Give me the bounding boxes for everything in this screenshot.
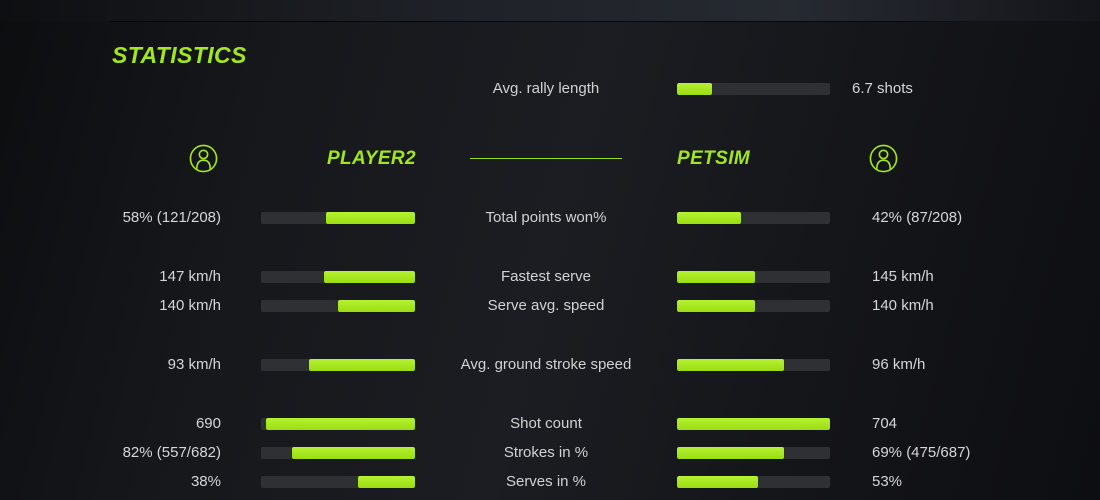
window-top-bar <box>0 0 1100 21</box>
stat-row-strokes-in: 82% (557/682) Strokes in % 69% (475/687) <box>0 438 1100 468</box>
right-player-value: 140 km/h <box>872 297 934 314</box>
left-player-bar-fill <box>265 418 415 430</box>
left-player-value: 38% <box>190 473 221 490</box>
right-player-value: 96 km/h <box>872 356 926 373</box>
stat-label: Fastest serve <box>500 268 592 285</box>
left-player-bar <box>261 476 415 488</box>
stat-row-serve-avg-speed: 140 km/h Serve avg. speed 140 km/h <box>0 291 1100 321</box>
right-player-bar <box>677 300 830 312</box>
player-avatar-icon <box>869 144 898 173</box>
left-player-bar <box>261 212 415 224</box>
page-title: STATISTICS <box>112 42 247 68</box>
left-player-bar <box>261 271 415 283</box>
rally-length-bar <box>677 83 830 95</box>
left-player-value: 82% (557/682) <box>122 444 221 461</box>
right-player-value: 69% (475/687) <box>872 444 971 461</box>
right-player-bar-fill <box>677 359 785 371</box>
stat-label: Strokes in % <box>503 444 589 461</box>
right-player-bar <box>677 212 830 224</box>
right-player-value: 42% (87/208) <box>872 209 963 226</box>
left-player-bar <box>261 447 415 459</box>
right-player-bar <box>677 271 830 283</box>
left-player-bar <box>261 418 415 430</box>
stat-label: Shot count <box>510 415 582 432</box>
right-player-value: 145 km/h <box>872 268 934 285</box>
left-player-bar <box>261 300 415 312</box>
left-player-bar-fill <box>338 300 415 312</box>
right-player-bar <box>677 447 830 459</box>
right-player-bar <box>677 476 830 488</box>
left-player-bar-fill <box>308 359 415 371</box>
right-player-value: 704 <box>872 415 898 432</box>
left-player-bar-fill <box>291 447 415 459</box>
stat-label: Serves in % <box>505 473 587 490</box>
top-divider-line <box>110 21 990 22</box>
right-player-bar <box>677 418 830 430</box>
right-player-bar-fill <box>677 212 742 224</box>
rally-length-row: Avg. rally length 6.7 shots <box>0 74 1100 104</box>
left-player-value: 140 km/h <box>159 297 221 314</box>
right-player-bar <box>677 359 830 371</box>
stat-label: Total points won% <box>485 209 607 226</box>
left-player-bar-fill <box>325 212 415 224</box>
player-avatar-icon <box>189 144 218 173</box>
rally-length-label: Avg. rally length <box>492 80 600 97</box>
stat-label: Serve avg. speed <box>487 297 605 314</box>
stat-row-shot-count: 690 Shot count 704 <box>0 409 1100 439</box>
rally-length-value: 6.7 shots <box>852 80 913 97</box>
left-player-bar-fill <box>358 476 415 488</box>
left-player-bar-fill <box>324 271 415 283</box>
left-player-value: 147 km/h <box>159 268 221 285</box>
stat-label: Avg. ground stroke speed <box>460 356 632 373</box>
center-divider-line <box>470 158 622 159</box>
rally-length-bar-fill <box>677 83 713 95</box>
stat-row-serves-in: 38% Serves in % 53% <box>0 467 1100 497</box>
right-player-value: 53% <box>872 473 903 490</box>
left-player-value: 93 km/h <box>167 356 221 373</box>
right-player-name: PETSIM <box>677 148 751 169</box>
right-player-bar-fill <box>677 300 756 312</box>
right-player-bar-fill <box>677 476 759 488</box>
left-player-name: PLAYER2 <box>326 148 416 169</box>
left-player-value: 690 <box>195 415 221 432</box>
right-player-bar-fill <box>677 418 830 430</box>
right-player-bar-fill <box>677 271 756 283</box>
left-player-value: 58% (121/208) <box>122 209 221 226</box>
stat-row-fastest-serve: 147 km/h Fastest serve 145 km/h <box>0 262 1100 292</box>
stat-row-total-points-won: 58% (121/208) Total points won% 42% (87/… <box>0 203 1100 233</box>
stat-row-avg-ground-stroke-speed: 93 km/h Avg. ground stroke speed 96 km/h <box>0 350 1100 380</box>
right-player-bar-fill <box>677 447 785 459</box>
left-player-bar <box>261 359 415 371</box>
